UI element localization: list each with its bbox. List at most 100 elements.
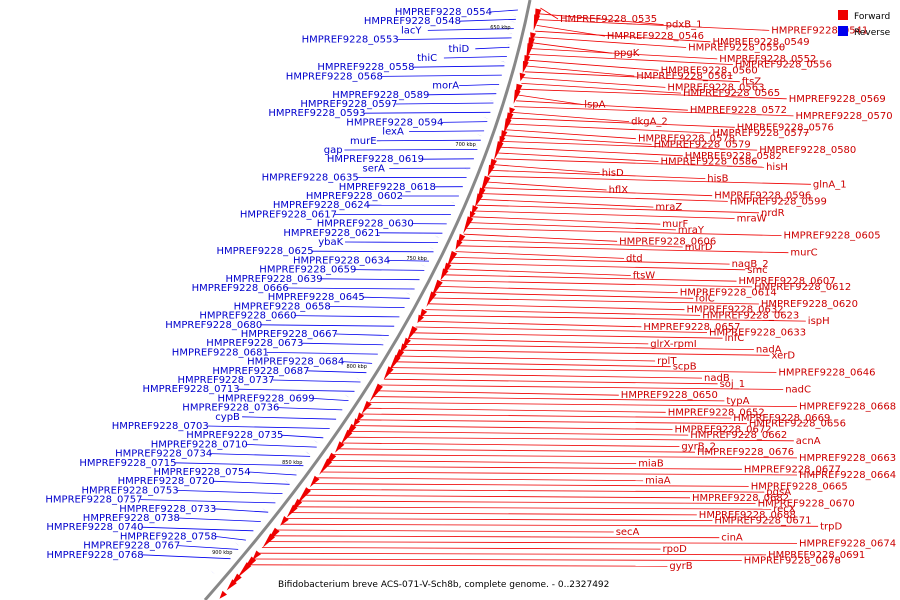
leader-line-forward [481,193,728,202]
gene-label-forward: glnA_1 [813,179,847,190]
gene-label-forward: HMPREF9228_0682 [692,493,789,504]
leader-line-reverse [335,333,389,336]
gene-label-reverse: HMPREF9228_0699 [218,393,315,404]
leader-line-reverse [272,379,361,383]
leader-line-forward [285,518,713,521]
leader-line-reverse [212,480,290,485]
feature-arrow-reverse [497,71,503,74]
feature-arrow-reverse [445,213,451,216]
gene-label-forward: ftsZ [742,77,761,88]
leader-line-reverse [177,517,261,522]
leader-line-reverse [320,278,420,281]
feature-arrow-forward [237,562,252,578]
gene-label-reverse: HMPREF9228_0667 [241,329,338,340]
leader-line-forward [431,297,759,305]
gene-label-forward: HMPREF9228_0677 [744,464,841,475]
feature-arrow-forward [340,429,353,445]
leader-line-forward [257,552,767,556]
leader-line-forward [361,413,732,419]
gene-label-forward: HMPREF9228_0556 [735,60,832,71]
gene-label-forward: HMPREF9228_0669 [733,413,830,424]
leader-line-forward [495,158,765,168]
leader-line-forward [517,94,583,105]
leader-line-forward [512,112,630,122]
feature-arrow-forward [286,504,298,518]
leader-line-forward [376,390,619,396]
gene-label-forward: HMPREF9228_0612 [754,282,851,293]
leader-line-forward [455,251,625,259]
leader-line-forward [415,326,708,333]
leader-line-forward [440,280,753,288]
leader-line-reverse [307,370,367,374]
feature-arrow-reverse [476,134,483,137]
leader-line-forward [458,245,789,254]
gene-label-forward: pdxB_1 [666,20,703,31]
leader-line-forward [324,465,742,470]
gene-label-reverse: thiC [417,53,437,64]
gene-label-forward: murD [685,242,713,253]
leader-line-forward [384,378,718,385]
gene-label-forward: HMPREF9228_0535 [560,14,657,25]
leader-line-reverse [376,139,481,142]
leader-line-reverse [176,490,283,494]
gene-label-forward: HMPREF9228_0596 [714,191,811,202]
gene-label-forward: HMPREF9228_0671 [714,516,811,527]
feature-arrow-reverse [262,508,268,512]
leader-line-forward [474,210,735,219]
feature-arrow-reverse [405,292,412,296]
scale-tick-label: 900 kbp [212,550,232,556]
gene-label-reverse: HMPREF9228_0630 [317,219,414,230]
gene-label-reverse: HMPREF9228_0738 [83,513,180,524]
gene-label-reverse: HMPREF9228_0621 [283,228,380,239]
gene-label-reverse: HMPREF9228_0618 [339,182,436,193]
leader-line-reverse [281,434,324,439]
legend-swatch-reverse [838,26,848,36]
leader-line-reverse [363,111,491,114]
leader-line-forward [337,448,696,453]
gene-label-forward: HMPREF9228_0691 [768,550,865,561]
leader-line-forward [405,344,754,350]
leader-line-forward [446,268,631,276]
feature-arrow-reverse [248,525,254,529]
leader-line-reverse [286,287,415,290]
leader-line-reverse [237,388,355,392]
gene-label-forward: HMPREF9228_0546 [607,31,704,42]
gene-label-reverse: HMPREF9228_0593 [268,108,365,119]
gene-label-reverse: HMPREF9228_0680 [165,320,262,331]
feature-arrows [210,0,542,599]
gene-label-reverse: cypB [215,412,240,423]
feature-arrow-reverse [511,15,518,17]
leader-line-forward [526,65,635,77]
scale-tick-label: 800 kbp [347,364,367,370]
gene-label-reverse: HMPREF9228_0720 [118,476,215,487]
gene-label-reverse: HMPREF9228_0666 [192,283,289,294]
leader-line-reverse [441,121,488,123]
gene-labels: HMPREF9228_0535pdxB_1HMPREF9228_0541HMPR… [45,7,896,572]
gene-label-reverse: HMPREF9228_0594 [346,117,443,128]
feature-arrow-forward [226,579,237,591]
leader-line-forward [280,523,819,527]
gene-label-forward: HMPREF9228_0578 [638,134,735,145]
gene-label-reverse: HMPREF9228_0589 [332,90,429,101]
feature-arrow-forward [522,60,529,74]
gene-label-forward: HMPREF9228_0580 [759,145,856,156]
gene-label-forward: smc [747,265,767,276]
leader-line-forward [529,54,733,65]
leader-line-forward [266,541,798,544]
legend: Forward Reverse [838,10,891,38]
gene-label-reverse: lacY [401,25,422,36]
feature-arrow-forward [361,400,372,415]
gene-label-reverse: HMPREF9228_0681 [172,347,269,358]
leader-line-forward [408,338,649,345]
gene-label-forward: glrX-rpmI [650,339,696,350]
gene-label-reverse: HMPREF9228_0659 [259,265,356,276]
gene-label-forward: HMPREF9228_0665 [751,481,848,492]
gene-label-forward: HMPREF9228_0662 [690,430,787,441]
gene-label-forward: rplT [657,356,677,367]
gene-label-forward: HMPREF9228_0560 [661,65,758,76]
leader-line-forward [289,512,697,516]
leader-line-forward [508,123,711,134]
leader-line-forward [418,320,642,328]
legend-label-reverse: Reverse [854,28,891,38]
